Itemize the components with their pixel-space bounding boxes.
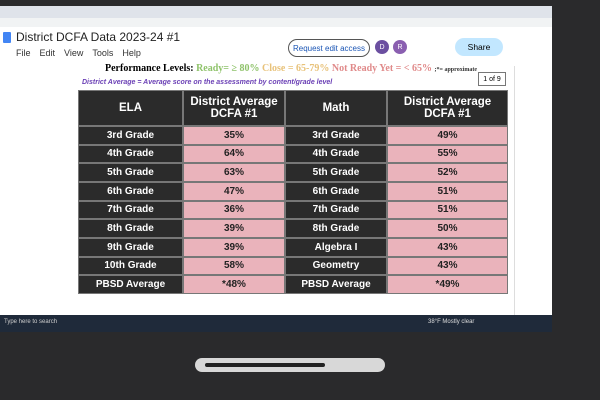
cell: 49% xyxy=(387,126,508,145)
cell: 3rd Grade xyxy=(285,126,387,145)
cell: 3rd Grade xyxy=(78,126,183,145)
header-cell: Math xyxy=(285,90,387,126)
note: ;*= approximate xyxy=(434,67,478,73)
cell: PBSD Average xyxy=(78,275,183,294)
header-cell: District Average DCFA #1 xyxy=(387,90,508,126)
not-ready: Not Ready Yet = < 65% xyxy=(331,63,433,74)
menu-item[interactable]: File xyxy=(16,48,31,58)
cell: Geometry xyxy=(285,256,387,276)
weather: 38°F Mostly clear xyxy=(428,319,475,325)
cell: Algebra I xyxy=(285,238,387,257)
screen: District DCFA Data 2023-24 #1 File Edit Vi… xyxy=(0,6,552,332)
menu-item[interactable]: Help xyxy=(122,48,141,58)
cell: 50% xyxy=(387,219,508,238)
cell: 35% xyxy=(183,126,285,145)
cell: 8th Grade xyxy=(78,219,183,238)
cell: 55% xyxy=(387,144,508,164)
cell: 5th Grade xyxy=(285,163,387,182)
cell: 36% xyxy=(183,200,285,220)
cell: PBSD Average xyxy=(285,275,387,294)
side-divider xyxy=(514,66,515,316)
menu-item[interactable]: View xyxy=(64,48,84,58)
cell: 6th Grade xyxy=(285,182,387,201)
page-indicator: 1 of 9 xyxy=(478,72,506,86)
cell: 8th Grade xyxy=(285,219,387,238)
taskbar: Type here to search 38°F Mostly clear xyxy=(0,315,552,332)
avatar: R xyxy=(393,40,407,54)
table: ELA District Average DCFA #1 Math District … xyxy=(78,90,508,294)
menu-item[interactable]: Tools xyxy=(92,48,114,58)
address-bar xyxy=(0,18,552,27)
label: Performance Levels: xyxy=(105,63,194,74)
tab-bar xyxy=(0,6,552,18)
ready: Ready= ≥ 80% xyxy=(196,63,260,74)
doc-title: District DCFA Data 2023-24 #1 xyxy=(16,30,181,44)
cell: 52% xyxy=(387,163,508,182)
cell: 39% xyxy=(183,238,285,257)
header-cell: ELA xyxy=(78,90,183,126)
cell: 43% xyxy=(387,238,508,257)
cell: *48% xyxy=(183,275,285,294)
pen xyxy=(205,363,325,367)
close: Close = 65-79% xyxy=(262,63,330,74)
cell: 63% xyxy=(183,163,285,182)
cell: 9th Grade xyxy=(78,238,183,257)
cell: 5th Grade xyxy=(78,163,183,182)
request-button[interactable]: Request edit access xyxy=(288,39,370,57)
cell: 6th Grade xyxy=(78,182,183,201)
menu-item[interactable]: Edit xyxy=(39,48,56,58)
cell: 43% xyxy=(387,256,508,276)
menu-bar: File Edit View Tools Help xyxy=(16,48,141,58)
cell: 58% xyxy=(183,256,285,276)
cell: 51% xyxy=(387,200,508,220)
cell: 10th Grade xyxy=(78,256,183,276)
cell: 51% xyxy=(387,182,508,201)
cell: 7th Grade xyxy=(285,200,387,220)
cell: 4th Grade xyxy=(78,144,183,164)
cell: 4th Grade xyxy=(285,144,387,164)
cell: *49% xyxy=(387,275,508,294)
cell: 7th Grade xyxy=(78,200,183,220)
cell: 47% xyxy=(183,182,285,201)
avatar: D xyxy=(375,40,389,54)
docs-icon xyxy=(3,32,11,43)
district-average-note: District Average = Average score on the … xyxy=(82,79,333,86)
header-cell: District Average DCFA #1 xyxy=(183,90,285,126)
share-button[interactable]: Share xyxy=(455,38,503,56)
cell: 39% xyxy=(183,219,285,238)
cell: 64% xyxy=(183,144,285,164)
search-box[interactable]: Type here to search xyxy=(4,319,58,325)
performance-levels: Performance Levels: Ready= ≥ 80% Close =… xyxy=(105,63,477,74)
